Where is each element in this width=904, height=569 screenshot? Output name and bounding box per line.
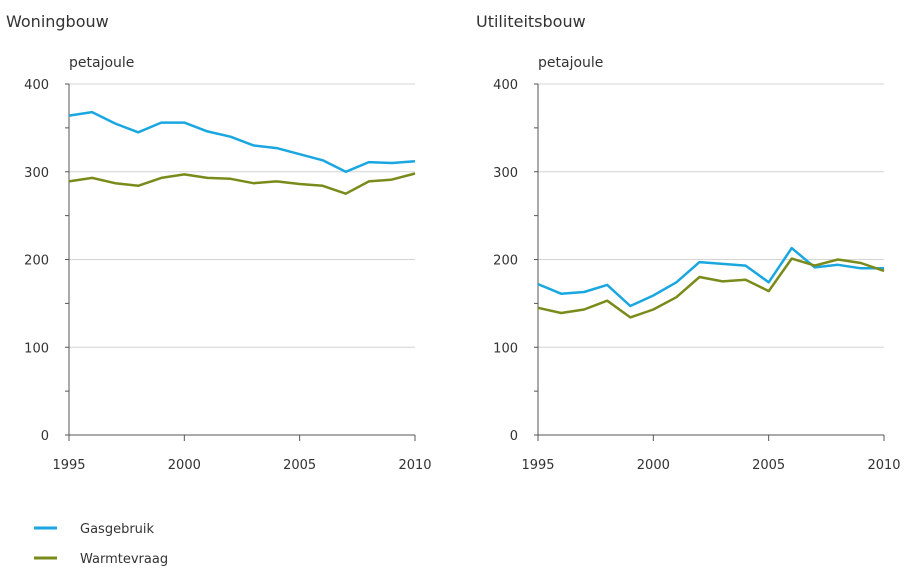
legend: Gasgebruik Warmtevraag [34,522,168,567]
chart-title: Woningbouw [6,12,109,31]
series-line-gasgebruik [537,246,884,308]
y-tick-label: 300 [493,166,518,181]
y-tick-label: 400 [24,78,49,93]
x-tick-label: 2005 [752,458,785,473]
y-tick-label: 0 [41,429,49,444]
legend-label-gasgebruik: Gasgebruik [80,522,155,537]
series-line-warmtevraag [68,172,416,195]
y-tick-label: 400 [493,78,518,93]
y-tick-label: 200 [493,254,518,269]
chart-woningbouw: Woningbouw petajoule 0 100 200 300 400 1995 20… [6,12,432,473]
y-axis-label: petajoule [69,55,134,71]
series-line-gasgebruik [68,110,416,174]
y-tick-label: 100 [493,341,518,356]
chart-title: Utiliteitsbouw [476,12,586,31]
x-tick-label: 1995 [521,458,554,473]
y-tick-label: 0 [510,429,518,444]
y-tick-label: 200 [24,254,49,269]
x-tick-label: 2000 [637,458,670,473]
y-tick-label: 100 [24,341,49,356]
legend-label-warmtevraag: Warmtevraag [80,552,168,567]
x-tick-label: 2010 [398,458,431,473]
x-tick-label: 1995 [52,458,85,473]
x-tick-label: 2010 [867,458,900,473]
x-tick-label: 2005 [283,458,316,473]
x-tick-label: 2000 [168,458,201,473]
y-tick-label: 300 [24,166,49,181]
chart-utiliteitsbouw: Utiliteitsbouw petajoule 0 100 200 300 400 19… [476,12,901,473]
series-line-warmtevraag [537,257,885,319]
y-axis-label: petajoule [538,55,603,71]
